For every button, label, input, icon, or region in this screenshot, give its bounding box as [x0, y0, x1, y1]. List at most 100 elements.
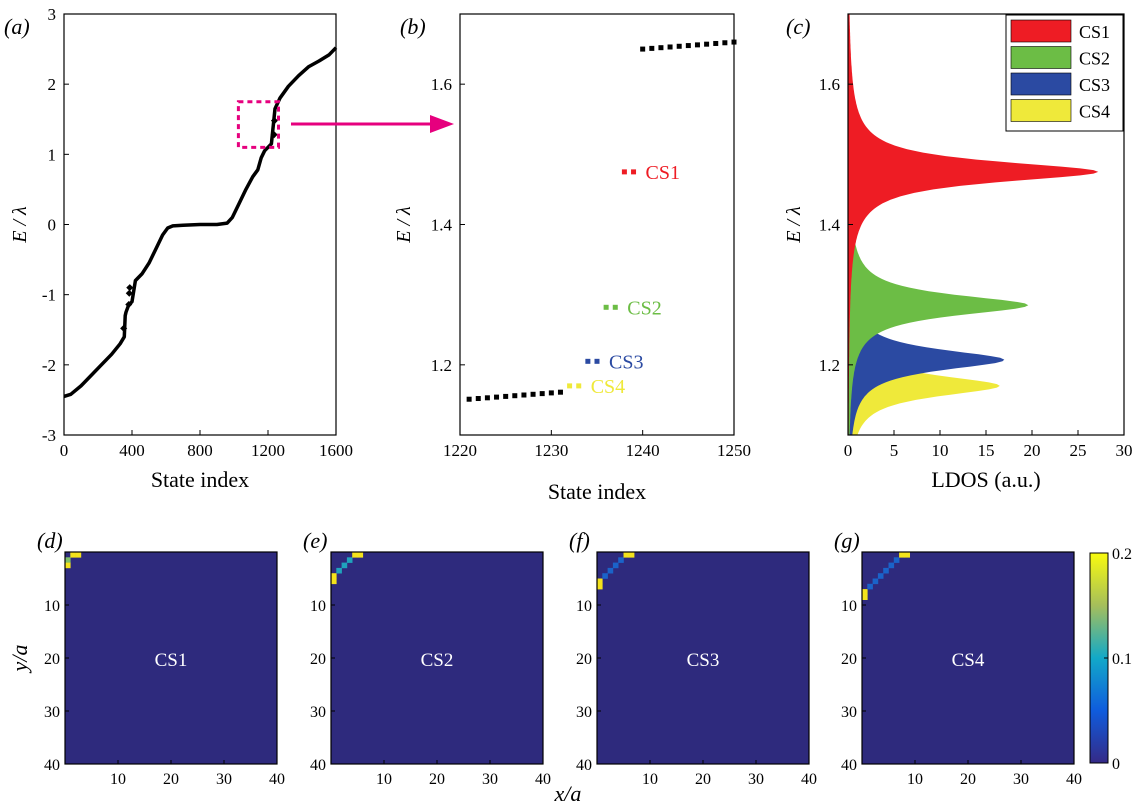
- map-cell: [597, 583, 603, 590]
- map-ytick-label: 20: [841, 651, 857, 668]
- map-xtick-label: 10: [642, 771, 658, 788]
- panel-b: 1220 1230 1240 1250 1.2 1.4 1.6 State index E / …: [393, 13, 751, 504]
- panel-a-xlabel: State index: [151, 467, 249, 492]
- map-xlabel: x/a: [554, 781, 582, 806]
- map-ytick-label: 20: [44, 651, 60, 668]
- panel-b-point: [731, 39, 737, 45]
- panel-c-xtick-label: 20: [1024, 441, 1041, 460]
- panel-b-ytick-label: 1.4: [431, 216, 453, 235]
- panel-b-point: [621, 169, 627, 175]
- legend-label-cs4: CS4: [1079, 102, 1110, 122]
- panel-b-point: [567, 383, 573, 389]
- panel-b-point: [494, 394, 500, 400]
- panel-a: 0 400 800 1200 1600 -3 -2 -1 0 1 2 3 State index E / …: [4, 5, 454, 492]
- panel-a-xtick-label: 800: [187, 441, 213, 460]
- panel-e-label: (e): [303, 528, 327, 553]
- map-ytick-label: 40: [841, 757, 857, 774]
- map-cell: [623, 552, 630, 558]
- panel-a-ylabel-group: E / λ: [9, 206, 31, 244]
- map-label-cs4: CS4: [952, 650, 985, 671]
- panel-f: CS3 10 10 20 20 30 30 40 40 (f): [569, 528, 817, 788]
- map-cell: [357, 552, 364, 558]
- panel-d: CS1 10 10 20 20 30 30 40 40 (d): [37, 528, 285, 788]
- panel-a-state-marker: [270, 117, 278, 125]
- map-cell: [341, 562, 348, 569]
- map-cell: [597, 578, 603, 585]
- panel-b-xtick-label: 1230: [534, 441, 568, 460]
- map-label-cs1: CS1: [155, 650, 188, 671]
- legend-swatch-cs4: [1010, 99, 1072, 122]
- panel-c-xtick-label: 30: [1116, 441, 1133, 460]
- panel-e: CS2 10 10 20 20 30 30 40 40 (e): [303, 528, 551, 788]
- panel-c-ldos-cs3: [848, 14, 1005, 435]
- map-ylabel-group: y/a: [7, 645, 32, 674]
- panel-b-xtick-label: 1240: [626, 441, 660, 460]
- panel-a-state-marker: [270, 131, 278, 139]
- panel-f-label: (f): [569, 528, 590, 553]
- panel-c-ylabel-group: E / λ: [783, 206, 805, 244]
- panel-a-ytick-label: 3: [48, 5, 57, 24]
- map-xtick-label: 40: [269, 771, 285, 788]
- panel-e-map: [331, 552, 543, 764]
- map-ytick-label: 10: [44, 598, 60, 615]
- panel-b-point: [548, 390, 554, 396]
- map-cell: [883, 567, 889, 574]
- map-label-cs3: CS3: [687, 650, 720, 671]
- panel-c-ytick-label: 1.4: [819, 216, 841, 235]
- map-xtick-label: 10: [110, 771, 126, 788]
- map-xtick-label: 20: [960, 771, 976, 788]
- map-cell: [862, 589, 868, 595]
- panel-a-state-marker: [120, 324, 128, 332]
- map-cell: [872, 578, 879, 585]
- panel-b-xtick-label: 1250: [717, 441, 751, 460]
- legend-swatch-cs2: [1010, 46, 1072, 69]
- panel-d-label: (d): [37, 528, 63, 553]
- map-cell: [331, 578, 337, 585]
- map-xtick-label: 30: [748, 771, 764, 788]
- panel-g-label: (g): [834, 528, 860, 553]
- map-ytick-label: 20: [576, 651, 592, 668]
- map-xtick-label: 40: [1066, 771, 1082, 788]
- panel-a-state-marker: [126, 284, 134, 292]
- panel-b-point: [694, 42, 700, 48]
- panel-b-point: [594, 358, 600, 364]
- panel-d-map: [65, 552, 277, 764]
- map-xtick-label: 20: [429, 771, 445, 788]
- map-cell: [888, 562, 895, 569]
- panel-b-point: [512, 393, 518, 399]
- legend-swatch-cs3: [1010, 72, 1072, 96]
- panel-b-xlabel: State index: [548, 479, 646, 504]
- map-cell: [877, 573, 884, 579]
- panel-a-ytick-label: 0: [48, 216, 57, 235]
- map-ytick-label: 10: [576, 598, 592, 615]
- map-ytick-label: 40: [310, 757, 326, 774]
- panel-c-xtick-label: 25: [1070, 441, 1087, 460]
- map-cell: [602, 573, 608, 579]
- panel-b-point: [640, 46, 646, 52]
- panel-b-label-cs1: CS1: [646, 162, 680, 184]
- map-ytick-label: 30: [44, 704, 60, 721]
- panel-b-point: [557, 389, 563, 395]
- panel-c-ytick-label: 1.2: [819, 356, 840, 375]
- panel-b-point: [722, 40, 728, 46]
- panel-b-point: [704, 41, 710, 47]
- panel-b-label-cs4: CS4: [591, 376, 625, 398]
- map-cell: [65, 562, 71, 569]
- panel-c-xlabel: LDOS (a.u.): [931, 467, 1040, 492]
- panel-b-ytick-label: 1.2: [431, 356, 452, 375]
- panel-b-point: [576, 383, 582, 389]
- panel-b-ylabel-group: E / λ: [393, 206, 415, 244]
- map-ytick-label: 10: [310, 598, 326, 615]
- panel-b-point: [631, 169, 637, 175]
- map-ytick-label: 30: [576, 704, 592, 721]
- panel-b-point: [612, 304, 618, 310]
- map-cell: [607, 567, 614, 574]
- panel-c-ylabel: E / λ: [783, 206, 805, 244]
- panel-b-point: [676, 43, 682, 49]
- panel-c-xtick-label: 0: [844, 441, 853, 460]
- panel-b-label-cs2: CS2: [627, 297, 661, 319]
- map-xtick-label: 20: [163, 771, 179, 788]
- map-cell: [867, 583, 873, 590]
- panel-b-point: [475, 396, 481, 402]
